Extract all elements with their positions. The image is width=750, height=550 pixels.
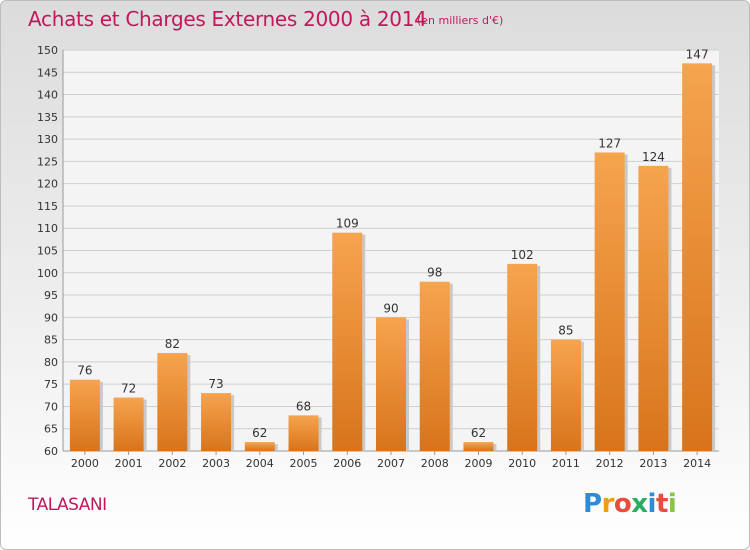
y-tick-label: 120 — [37, 178, 58, 191]
logo-letter: i — [667, 489, 677, 519]
bar-value-label: 62 — [252, 426, 267, 440]
y-tick-label: 80 — [44, 356, 58, 369]
bar-value-label: 82 — [165, 337, 180, 351]
x-tick-label: 2009 — [464, 457, 492, 470]
y-tick-label: 70 — [44, 400, 58, 413]
y-tick-label: 75 — [44, 378, 58, 391]
x-tick-label: 2003 — [202, 457, 230, 470]
x-tick-label: 2001 — [115, 457, 143, 470]
bar — [376, 317, 406, 451]
chart-unit-label: (en milliers d'€) — [417, 14, 504, 27]
proxiti-logo: Proxiti — [583, 489, 677, 519]
y-tick-label: 90 — [44, 311, 58, 324]
bar — [332, 232, 363, 451]
x-tick-label: 2012 — [596, 457, 624, 470]
bar-value-label: 102 — [511, 248, 534, 262]
x-tick-label: 2007 — [377, 457, 405, 470]
bar-value-label: 73 — [208, 377, 223, 391]
bar — [113, 397, 144, 451]
x-tick-label: 2002 — [158, 457, 186, 470]
bar — [594, 152, 625, 451]
bar — [463, 442, 494, 451]
bar — [419, 281, 450, 451]
logo-letter: t — [655, 489, 668, 519]
y-tick-label: 115 — [37, 200, 58, 213]
bar — [244, 442, 275, 451]
logo-letter: r — [601, 489, 615, 519]
bar — [69, 379, 100, 451]
bar-value-label: 127 — [598, 136, 621, 150]
x-tick-label: 2010 — [508, 457, 536, 470]
y-tick-label: 110 — [37, 222, 58, 235]
bar-value-label: 124 — [642, 150, 665, 164]
y-tick-label: 85 — [44, 334, 58, 347]
y-tick-label: 95 — [44, 289, 58, 302]
x-tick-label: 2014 — [683, 457, 711, 470]
bar-value-label: 147 — [686, 47, 709, 61]
y-tick-label: 150 — [37, 44, 58, 57]
bar — [157, 352, 188, 451]
bar-value-label: 62 — [471, 426, 486, 440]
y-tick-label: 135 — [37, 111, 58, 124]
bar-value-label: 109 — [336, 217, 359, 231]
x-tick-label: 2008 — [421, 457, 449, 470]
logo-letter: i — [647, 489, 657, 519]
y-tick-label: 125 — [37, 155, 58, 168]
bar — [288, 415, 319, 451]
bar-value-label: 68 — [296, 399, 311, 413]
x-tick-label: 2013 — [639, 457, 667, 470]
y-tick-label: 60 — [44, 445, 58, 458]
bar-value-label: 72 — [121, 382, 136, 396]
bar — [507, 263, 538, 451]
bar — [201, 393, 232, 451]
bar — [682, 63, 713, 451]
logo-letter: x — [631, 489, 648, 519]
x-tick-label: 2004 — [246, 457, 274, 470]
logo-letter: P — [583, 489, 602, 519]
logo-letter: o — [613, 489, 632, 519]
bar-value-label: 85 — [558, 324, 573, 338]
y-tick-label: 140 — [37, 89, 58, 102]
y-tick-label: 65 — [44, 423, 58, 436]
bar — [638, 165, 669, 451]
y-tick-label: 105 — [37, 245, 58, 258]
y-tick-label: 100 — [37, 267, 58, 280]
x-tick-label: 2000 — [71, 457, 99, 470]
bar — [550, 339, 581, 451]
x-tick-label: 2011 — [552, 457, 580, 470]
chart-title: Achats et Charges Externes 2000 à 2014 — [28, 7, 427, 31]
bar-value-label: 98 — [427, 266, 442, 280]
bar-value-label: 90 — [383, 301, 398, 315]
place-name: TALASANI — [28, 495, 107, 515]
x-tick-label: 2006 — [333, 457, 361, 470]
bar-value-label: 76 — [77, 364, 92, 378]
y-tick-label: 145 — [37, 66, 58, 79]
x-tick-label: 2005 — [290, 457, 318, 470]
y-tick-label: 130 — [37, 133, 58, 146]
